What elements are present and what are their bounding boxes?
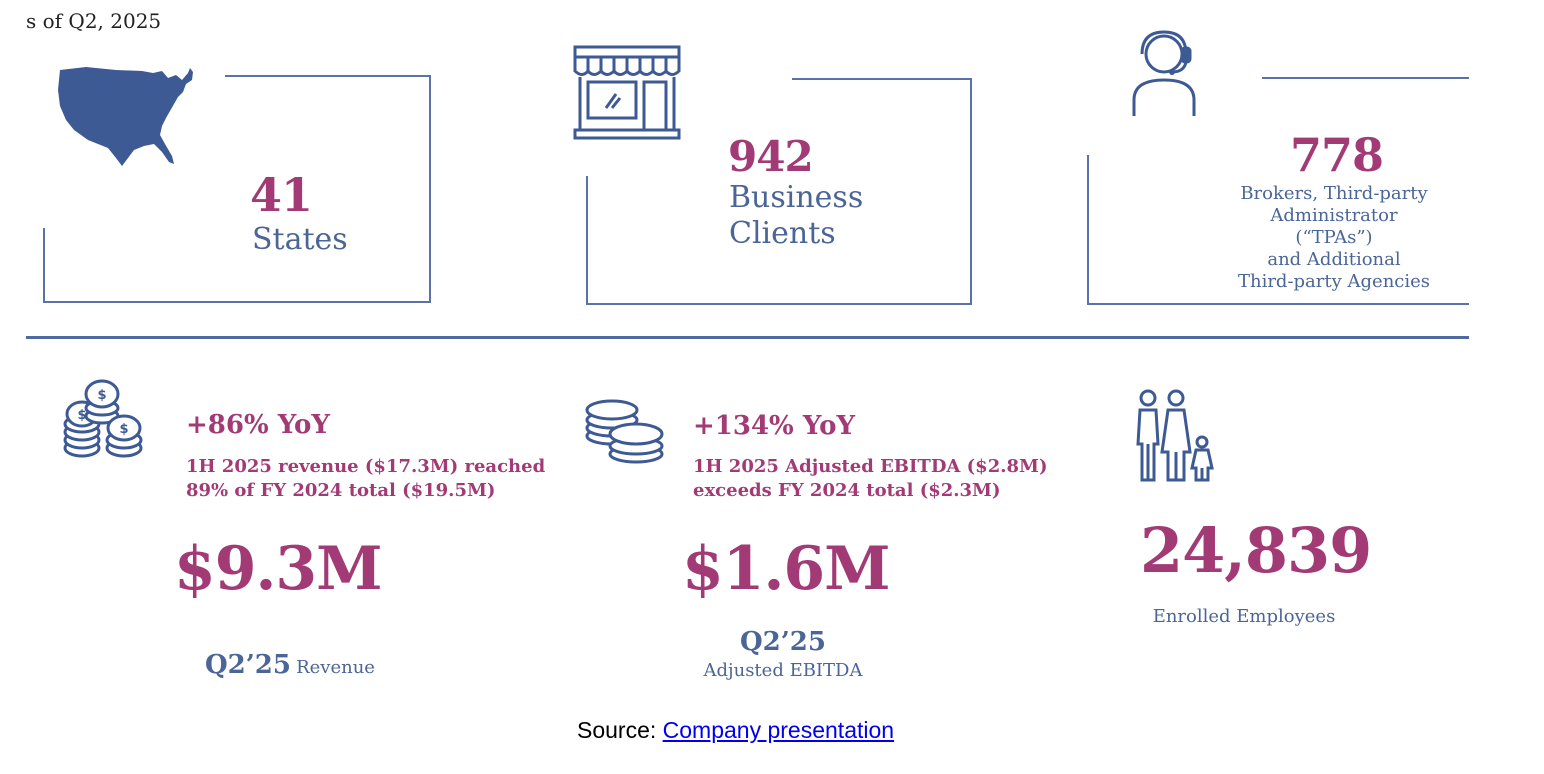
kpi-description: 1H 2025 Adjusted EBITDA ($2.8M) exceeds …: [693, 455, 1047, 503]
stat-label-line: Administrator: [1270, 205, 1398, 226]
coin-stack-icon: $ $ $: [62, 378, 146, 462]
stat-label-line: Third-party Agencies: [1237, 271, 1431, 292]
stat-label-line: Business: [729, 180, 864, 215]
as-of-label: s of Q2, 2025: [26, 9, 162, 33]
kpi-caption-text: Enrolled Employees: [1152, 606, 1336, 627]
stat-label-block: Brokers, Third-party Administrator (“TPA…: [1214, 183, 1454, 293]
usa-map-icon: [56, 64, 196, 168]
card-frame-top: [1262, 77, 1469, 79]
stat-label: States: [252, 222, 348, 257]
kpi-caption: Q2’25 Revenue: [205, 650, 375, 680]
kpi-period: Q2’25: [205, 650, 291, 680]
kpi-caption-text: Revenue: [296, 657, 375, 678]
description-line: 89% of FY 2024 total ($19.5M): [186, 480, 496, 501]
stat-label-line: and Additional: [1267, 249, 1401, 270]
card-frame-bottom: [43, 301, 430, 303]
description-line: 1H 2025 revenue ($17.3M) reached: [186, 456, 546, 477]
kpi-caption-text: Adjusted EBITDA: [703, 660, 863, 681]
stat-value: 41: [250, 168, 313, 222]
kpi-description: 1H 2025 revenue ($17.3M) reached 89% of …: [186, 455, 545, 503]
kpi-value: $9.3M: [174, 534, 383, 604]
card-frame-bottom: [1087, 303, 1469, 305]
card-frame-left: [1087, 155, 1089, 304]
card-frame-left: [43, 228, 45, 302]
kpi-value: $1.6M: [682, 534, 891, 604]
svg-text:$: $: [119, 422, 128, 437]
source-note: Source: Company presentation: [577, 717, 894, 744]
card-frame-right: [429, 75, 431, 303]
stat-value: 942: [728, 132, 814, 181]
yoy-growth: +134% YoY: [693, 411, 856, 441]
source-link[interactable]: Company presentation: [662, 717, 895, 743]
svg-text:$: $: [77, 408, 86, 423]
headset-person-icon: [1126, 28, 1202, 118]
card-frame-right: [970, 78, 972, 304]
svg-text:$: $: [97, 388, 106, 403]
stat-label-line: (“TPAs”): [1295, 227, 1373, 248]
storefront-icon: [572, 44, 684, 142]
card-frame-bottom: [586, 303, 972, 305]
kpi-value: 24,839: [1140, 514, 1372, 587]
family-icon: [1132, 388, 1218, 484]
card-frame-left: [586, 176, 588, 304]
stat-label-line: Brokers, Third-party: [1240, 183, 1428, 204]
description-line: 1H 2025 Adjusted EBITDA ($2.8M): [693, 456, 1048, 477]
stat-label-line: Clients: [729, 216, 836, 251]
card-frame-top: [225, 75, 431, 77]
yoy-growth: +86% YoY: [186, 410, 330, 440]
stat-value: 778: [1290, 128, 1384, 182]
description-line: exceeds FY 2024 total ($2.3M): [693, 480, 1001, 501]
coins-icon: [584, 396, 666, 466]
section-divider: [26, 336, 1469, 339]
source-prefix: Source:: [577, 717, 663, 743]
card-frame-top: [792, 78, 972, 80]
kpi-period: Q2’25: [740, 627, 826, 657]
